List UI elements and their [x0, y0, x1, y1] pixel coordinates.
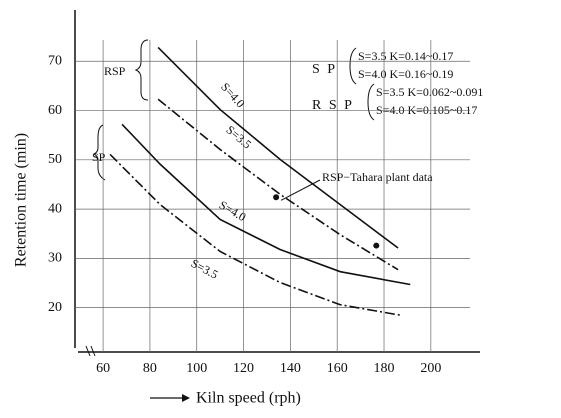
x-tick-label: 60	[96, 361, 110, 376]
curve-label: S=3.5	[223, 123, 254, 152]
x-tick-label: 160	[327, 361, 348, 376]
legend-group: R S P	[312, 98, 354, 113]
rsp-brace	[134, 39, 149, 101]
x-tick-label: 120	[233, 361, 254, 376]
legend: S P S=3.5 K=0.14~0.17 S=4.0 K=0.16~0.19 R S…	[312, 47, 483, 121]
group-label: SP	[92, 150, 106, 164]
axis-break	[85, 345, 96, 357]
annotation-arrow	[280, 179, 321, 201]
y-tick-label: 30	[48, 251, 62, 266]
line-series	[109, 153, 403, 317]
x-tick-label: 200	[420, 361, 441, 376]
legend-group: S P	[312, 62, 337, 77]
curve-label: S=3.5	[189, 256, 221, 282]
y-tick-label: 20	[48, 300, 62, 315]
legend-entry: S=4.0 K=0.105~0.17	[376, 103, 477, 117]
line-series	[121, 123, 411, 286]
data-point	[273, 194, 280, 201]
legend-brace	[349, 47, 357, 85]
legend-entry: S=3.5 K=0.14~0.17	[358, 49, 453, 63]
legend-brace	[367, 83, 375, 121]
x-tick-label: 80	[143, 361, 157, 376]
group-label: RSP	[104, 64, 126, 78]
data-point	[373, 242, 380, 249]
y-tick-label: 40	[48, 201, 62, 216]
x-axis-label: Kiln speed (rph)	[196, 390, 301, 407]
x-arrow-head	[182, 394, 190, 402]
x-tick-label: 140	[280, 361, 301, 376]
line-series	[157, 46, 399, 249]
sp-brace	[92, 124, 106, 181]
y-tick-label: 60	[48, 103, 62, 118]
legend-entry: S=3.5 K=0.062~0.091	[376, 85, 483, 99]
legend-entry: S=4.0 K=0.16~0.19	[358, 67, 453, 81]
line-series	[157, 98, 399, 271]
x-tick-label: 180	[374, 361, 395, 376]
x-tick-label: 100	[186, 361, 207, 376]
y-tick-label: 70	[48, 53, 62, 68]
annotation: RSP−Tahara plant data	[322, 170, 433, 184]
y-axis-label: Retention time (min)	[13, 133, 30, 267]
y-tick-label: 50	[48, 152, 62, 167]
